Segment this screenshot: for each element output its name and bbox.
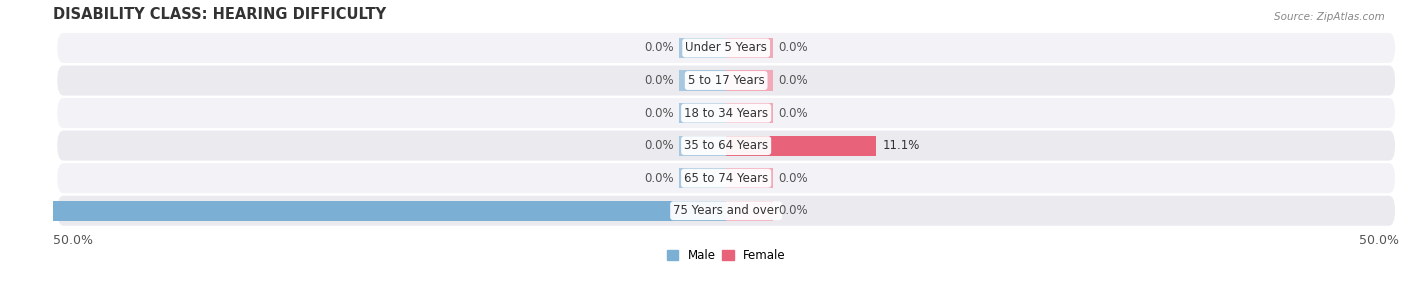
Bar — [679, 168, 725, 188]
FancyBboxPatch shape — [58, 98, 1395, 128]
FancyBboxPatch shape — [58, 33, 1395, 63]
Text: 35 to 64 Years: 35 to 64 Years — [685, 139, 768, 152]
Bar — [725, 38, 773, 58]
Text: 65 to 74 Years: 65 to 74 Years — [685, 172, 768, 185]
FancyBboxPatch shape — [58, 163, 1395, 193]
Text: Under 5 Years: Under 5 Years — [685, 41, 768, 54]
Bar — [679, 38, 725, 58]
Text: Source: ZipAtlas.com: Source: ZipAtlas.com — [1274, 12, 1385, 22]
Text: 18 to 34 Years: 18 to 34 Years — [685, 106, 768, 120]
Bar — [679, 136, 725, 156]
Text: 0.0%: 0.0% — [779, 172, 808, 185]
FancyBboxPatch shape — [58, 131, 1395, 161]
Text: 11.1%: 11.1% — [883, 139, 920, 152]
Text: 0.0%: 0.0% — [779, 106, 808, 120]
Text: 5 to 17 Years: 5 to 17 Years — [688, 74, 765, 87]
Bar — [725, 136, 876, 156]
Bar — [679, 70, 725, 91]
Bar — [725, 70, 773, 91]
Text: 0.0%: 0.0% — [644, 172, 673, 185]
Bar — [679, 103, 725, 123]
FancyBboxPatch shape — [58, 65, 1395, 95]
Bar — [725, 103, 773, 123]
Text: 0.0%: 0.0% — [779, 204, 808, 217]
Legend: Male, Female: Male, Female — [662, 244, 790, 267]
Bar — [53, 201, 725, 221]
Text: 0.0%: 0.0% — [644, 41, 673, 54]
Bar — [725, 201, 773, 221]
Text: 0.0%: 0.0% — [779, 41, 808, 54]
Text: 50.0%: 50.0% — [53, 233, 93, 247]
Text: 0.0%: 0.0% — [644, 139, 673, 152]
Text: 50.0%: 50.0% — [1360, 233, 1399, 247]
Text: DISABILITY CLASS: HEARING DIFFICULTY: DISABILITY CLASS: HEARING DIFFICULTY — [53, 7, 387, 22]
Bar — [725, 168, 773, 188]
FancyBboxPatch shape — [58, 196, 1395, 226]
Text: 75 Years and over: 75 Years and over — [673, 204, 779, 217]
Text: 50.0%: 50.0% — [6, 204, 46, 217]
Text: 0.0%: 0.0% — [779, 74, 808, 87]
Text: 0.0%: 0.0% — [644, 74, 673, 87]
Text: 0.0%: 0.0% — [644, 106, 673, 120]
